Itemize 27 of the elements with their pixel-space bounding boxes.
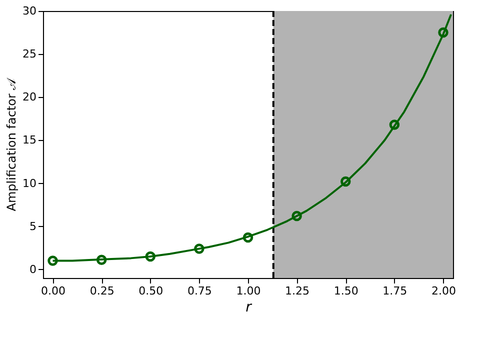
point [340,176,351,187]
x-tick-label: 1.50 [334,284,358,298]
point [438,27,448,38]
y-tick-label: 0 [30,262,36,276]
line-series [52,13,452,262]
x-tick-label: 0.00 [41,284,66,298]
y-tick-label: 15 [22,134,36,147]
x-tick-label: 1.75 [382,284,408,298]
y-tick-label: 30 [22,4,36,18]
x-tick-label: 2.00 [431,284,456,298]
x-tick-label: 0.25 [90,284,114,298]
x-tick-label: 0.50 [138,284,164,298]
y-tick-label: 20 [22,90,36,104]
point [96,254,107,266]
y-tick-label: 25 [22,48,36,61]
x-tick-label: 1.25 [285,284,310,298]
x-tick-label: 1.00 [236,284,261,298]
point [145,251,156,262]
y-tick-label: 5 [30,220,36,233]
point [194,244,204,254]
x-axis-title: r [246,300,253,316]
point [242,232,254,243]
point [292,210,302,222]
y-tick-label: 10 [22,176,36,190]
y-axis-title: Amplification factor 𝒜 [4,76,19,212]
point [389,120,400,130]
x-tick-label: 0.75 [187,284,212,298]
